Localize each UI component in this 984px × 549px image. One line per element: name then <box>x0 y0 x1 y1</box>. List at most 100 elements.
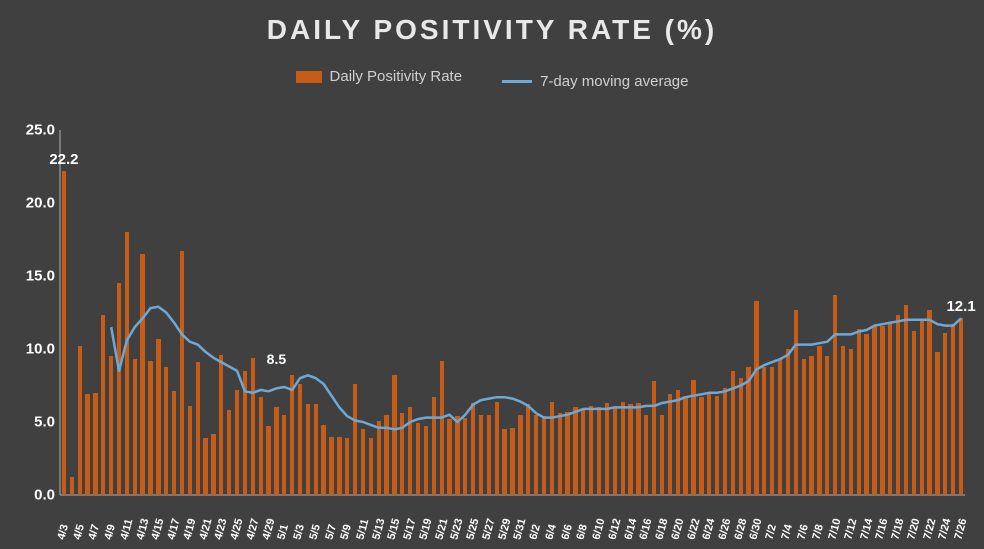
bar <box>809 356 813 495</box>
bar <box>636 403 640 495</box>
bar <box>951 324 955 495</box>
bar <box>613 407 617 495</box>
bar <box>628 404 632 495</box>
bar <box>699 397 703 495</box>
x-tick-label: 4/3 <box>55 523 71 541</box>
bar <box>691 380 695 495</box>
bar <box>447 419 451 495</box>
bar <box>416 423 420 495</box>
bar <box>864 334 868 495</box>
bar <box>298 384 302 495</box>
bar <box>62 171 66 495</box>
bar <box>211 434 215 495</box>
bar <box>935 352 939 495</box>
bar <box>880 326 884 495</box>
line-swatch-icon <box>502 80 532 83</box>
data-annotation: 22.2 <box>49 151 78 168</box>
bar <box>558 413 562 495</box>
bar <box>432 397 436 495</box>
legend-label: 7-day moving average <box>540 73 688 90</box>
bar <box>353 384 357 495</box>
x-tick-label: 6/16 <box>638 517 655 541</box>
x-tick-label: 4/9 <box>103 523 119 541</box>
bar <box>266 426 270 495</box>
bar <box>455 416 459 495</box>
bar <box>495 402 499 495</box>
chart-container: DAILY POSITIVITY RATE (%) Daily Positivi… <box>0 0 984 549</box>
bar <box>140 254 144 495</box>
bar <box>959 318 963 495</box>
bar <box>321 425 325 495</box>
bar <box>683 396 687 495</box>
x-tick-label: 7/26 <box>952 517 969 541</box>
bar <box>707 393 711 495</box>
bar <box>668 394 672 495</box>
bar <box>93 393 97 495</box>
data-annotation: 12.1 <box>946 298 975 315</box>
bar <box>739 378 743 495</box>
bar <box>857 329 861 495</box>
bar <box>227 410 231 495</box>
bar <box>778 359 782 495</box>
bar <box>219 355 223 495</box>
bar <box>235 390 239 495</box>
bar <box>510 428 514 495</box>
x-tick-label: 5/27 <box>480 517 497 541</box>
bar <box>927 310 931 495</box>
x-tick-label: 6/18 <box>653 517 670 541</box>
bar <box>203 438 207 495</box>
bar <box>526 404 530 495</box>
bar <box>133 359 137 495</box>
y-tick-label: 10.0 <box>15 341 55 358</box>
bar <box>400 413 404 495</box>
x-tick-label: 4/11 <box>118 518 135 541</box>
bar <box>471 403 475 495</box>
bar <box>621 402 625 495</box>
bar <box>125 232 129 495</box>
bar <box>274 407 278 495</box>
bar <box>196 362 200 495</box>
bar <box>597 407 601 495</box>
bar <box>479 415 483 495</box>
bar <box>589 406 593 495</box>
chart-legend: Daily Positivity Rate 7-day moving averag… <box>0 68 984 90</box>
bar <box>70 477 74 495</box>
bar <box>605 403 609 495</box>
x-tick-label: 7/18 <box>890 517 907 541</box>
bar <box>825 356 829 495</box>
x-tick-label: 4/19 <box>181 517 198 541</box>
x-tick-label: 5/5 <box>307 523 323 541</box>
bar <box>243 371 247 495</box>
legend-item: Daily Positivity Rate <box>296 68 463 85</box>
x-tick-label: 5/17 <box>402 517 419 541</box>
bar <box>746 367 750 495</box>
bar <box>188 406 192 495</box>
chart-title: DAILY POSITIVITY RATE (%) <box>0 14 984 46</box>
bar <box>117 283 121 495</box>
bar <box>652 381 656 495</box>
x-tick-label: 6/26 <box>716 517 733 541</box>
bar <box>78 346 82 495</box>
bar <box>550 402 554 495</box>
x-tick-label: 6/12 <box>606 517 623 541</box>
bar <box>259 397 263 495</box>
y-tick-label: 5.0 <box>15 414 55 431</box>
bar <box>912 331 916 495</box>
bar <box>644 415 648 495</box>
x-tick-label: 5/3 <box>291 523 307 541</box>
x-tick-label: 6/8 <box>575 523 591 541</box>
bar <box>251 358 255 495</box>
bar <box>290 375 294 495</box>
bar <box>180 251 184 495</box>
x-tick-label: 4/7 <box>87 523 103 541</box>
bar <box>329 437 333 495</box>
bar <box>762 367 766 495</box>
bar <box>542 416 546 495</box>
bar <box>85 394 89 495</box>
bar <box>754 301 758 495</box>
bar <box>392 375 396 495</box>
bar <box>731 371 735 495</box>
bar <box>156 339 160 495</box>
x-tick-label: 4/5 <box>71 523 87 541</box>
bar <box>345 438 349 495</box>
